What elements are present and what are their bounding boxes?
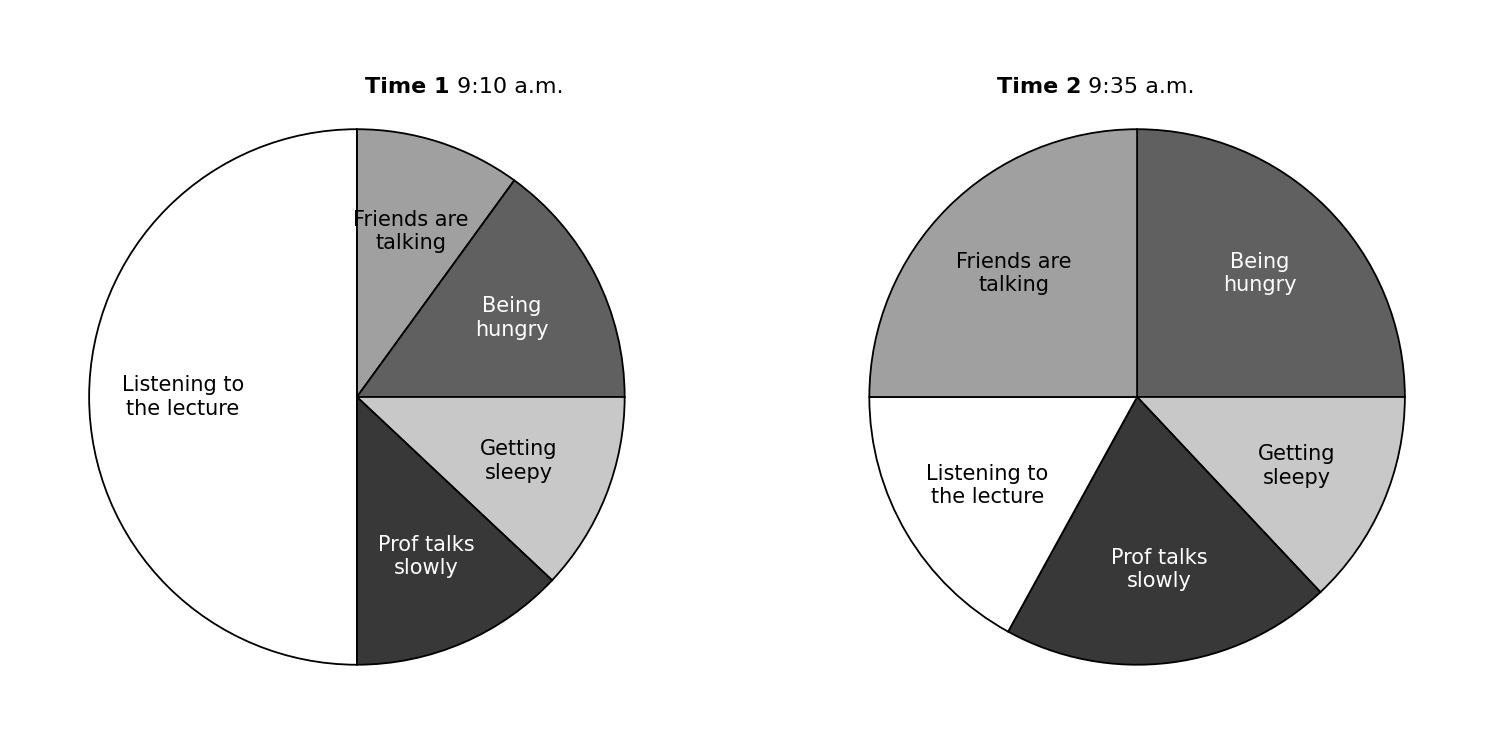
- Text: Friends are
talking: Friends are talking: [956, 252, 1071, 295]
- Text: Being
hungry: Being hungry: [475, 296, 548, 340]
- Wedge shape: [870, 397, 1137, 631]
- Wedge shape: [870, 129, 1137, 397]
- Text: Time 1: Time 1: [366, 76, 450, 96]
- Text: Prof talks
slowly: Prof talks slowly: [1110, 548, 1207, 591]
- Wedge shape: [357, 397, 624, 580]
- Wedge shape: [357, 180, 624, 397]
- Text: Friends are
talking: Friends are talking: [353, 210, 469, 253]
- Wedge shape: [357, 397, 553, 665]
- Text: Prof talks
slowly: Prof talks slowly: [378, 535, 474, 578]
- Wedge shape: [1008, 397, 1321, 665]
- Wedge shape: [357, 129, 514, 397]
- Text: Getting
sleepy: Getting sleepy: [1258, 444, 1336, 487]
- Text: Time 2: Time 2: [996, 76, 1082, 96]
- Text: Getting
sleepy: Getting sleepy: [480, 439, 557, 482]
- Wedge shape: [1137, 129, 1404, 397]
- Text: Being
hungry: Being hungry: [1224, 252, 1297, 295]
- Text: 9:35 a.m.: 9:35 a.m.: [1082, 76, 1195, 96]
- Text: Listening to
the lecture: Listening to the lecture: [121, 375, 244, 418]
- Text: 9:10 a.m.: 9:10 a.m.: [450, 76, 563, 96]
- Text: Listening to
the lecture: Listening to the lecture: [926, 464, 1049, 508]
- Wedge shape: [90, 129, 357, 665]
- Wedge shape: [1137, 397, 1404, 592]
